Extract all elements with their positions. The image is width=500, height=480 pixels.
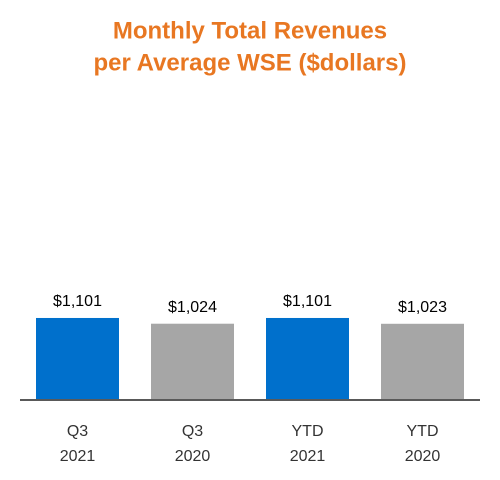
x-tick-label: 2021 [60, 448, 96, 465]
chart-title: per Average WSE ($dollars) [94, 49, 407, 76]
bar [266, 317, 349, 400]
x-tick-label: 2020 [175, 448, 211, 465]
x-tick-label: Q3 [182, 423, 203, 440]
bar [36, 317, 119, 400]
x-tick-label: Q3 [67, 423, 88, 440]
chart-title: Monthly Total Revenues [113, 17, 387, 44]
bar [151, 323, 234, 400]
x-tick-label: 2021 [290, 448, 326, 465]
x-tick-label: YTD [292, 423, 324, 440]
value-label: $1,024 [168, 299, 217, 316]
value-label: $1,101 [283, 293, 332, 310]
value-label: $1,023 [398, 299, 447, 316]
bar [381, 323, 464, 400]
x-tick-label: 2020 [405, 448, 441, 465]
value-label: $1,101 [53, 293, 102, 310]
x-tick-label: YTD [407, 423, 439, 440]
